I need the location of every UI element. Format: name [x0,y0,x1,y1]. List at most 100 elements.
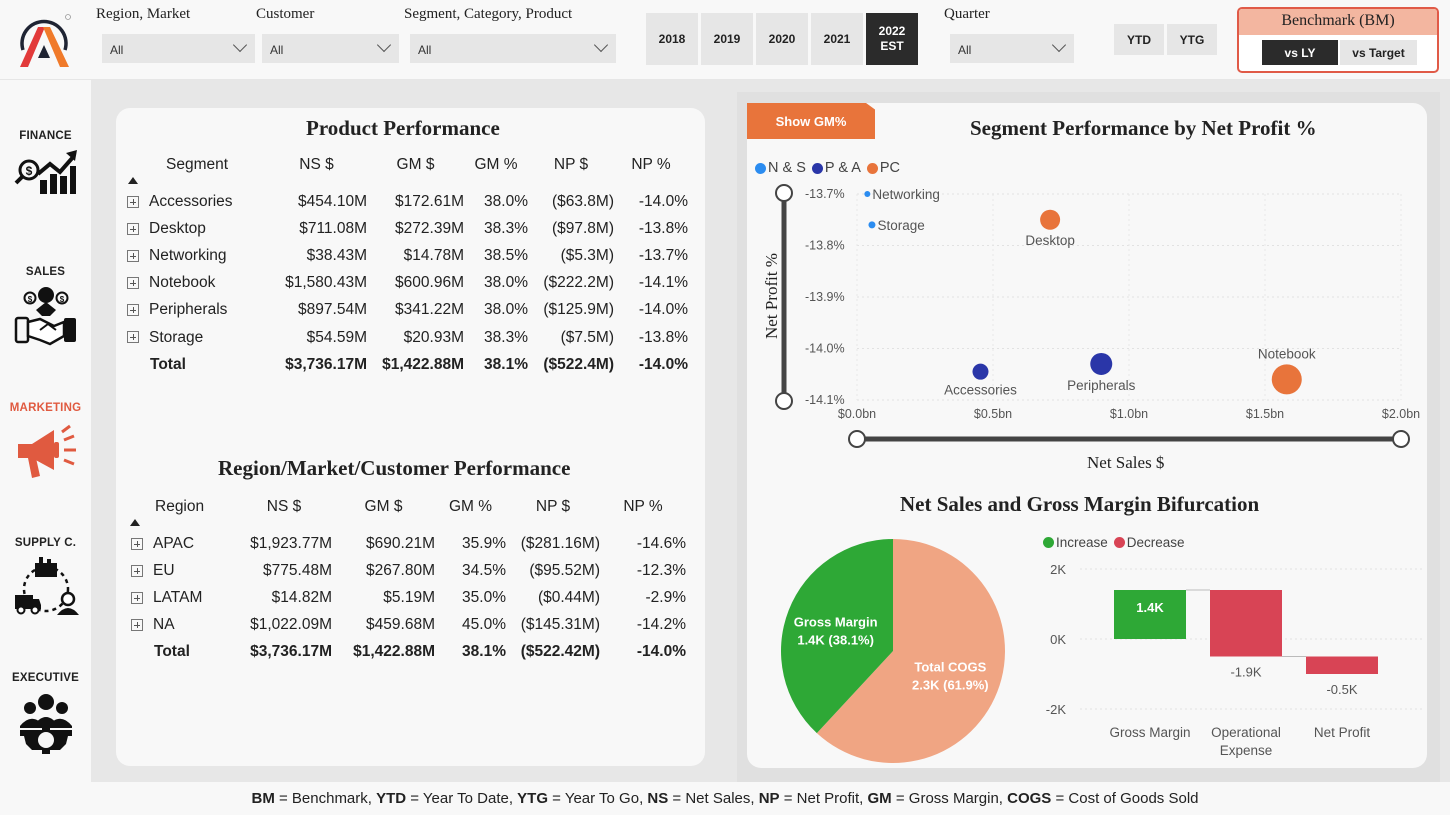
total-row: Total $3,736.17M $1,422.88M 38.1% ($522.42M)… [126,639,686,666]
expand-plus-icon[interactable] [131,564,143,577]
abbreviation-definition: = Benchmark, [274,790,377,807]
pie-slice-total-cogs[interactable] [816,539,1005,763]
table-row[interactable]: APAC $1,923.77M $690.21M 35.9% ($281.16M) -14… [126,530,686,557]
legend-item-pa[interactable]: P & A [811,160,861,176]
table-row[interactable]: Notebook $1,580.43M $600.96M 38.0% ($222.2M)… [122,270,688,297]
quarter-dropdown[interactable]: All [950,34,1074,63]
table-row[interactable]: Storage $54.59M $20.93M 38.3% ($7.5M) -13.8% [122,324,688,351]
expand-plus-icon[interactable] [127,277,139,290]
column-header-region[interactable]: Region [155,498,205,515]
point-label: Accessories [944,383,1017,398]
table-row[interactable]: Accessories $454.10M $172.61M 38.0% ($63.8M)… [122,188,688,215]
segment-name: Networking [149,246,227,264]
total-label: Total [154,643,190,661]
expand-plus-icon[interactable] [127,222,139,235]
scatter-point-desktop[interactable] [1040,209,1061,230]
sidebar-item-executive[interactable]: EXECUTIVE [0,672,91,756]
sidebar-item-finance[interactable]: FINANCE $ [0,130,91,198]
scatter-point-notebook[interactable] [1271,364,1302,395]
legend-dot-icon [811,162,823,174]
column-header-gm-pct[interactable]: GM % [474,156,518,173]
year-2022-est-button[interactable]: 2022 EST [866,13,918,65]
table-row[interactable]: Networking $38.43M $14.78M 38.5% ($5.3M) -13.… [122,242,688,269]
year-2019-button[interactable]: 2019 [701,13,753,65]
expand-plus-icon[interactable] [127,331,139,344]
column-header-gm[interactable]: GM $ [396,156,435,173]
sort-ascending-icon[interactable] [130,519,140,526]
column-header-ns[interactable]: NS $ [266,498,302,515]
ytg-button[interactable]: YTG [1167,24,1217,55]
scatter-point-storage[interactable] [868,221,876,229]
region-market-dropdown[interactable]: All [102,34,255,63]
column-header-np-pct[interactable]: NP % [631,156,671,173]
customer-dropdown[interactable]: All [262,34,399,63]
expand-plus-icon[interactable] [131,591,143,604]
waterfall-bar-net-profit[interactable] [1306,656,1378,675]
y-tick-label: -2K [1046,702,1067,717]
y-range-slider-handle-top[interactable] [775,184,793,202]
abbreviation: YTG [517,790,549,807]
sidebar-item-marketing[interactable]: MARKETING [0,402,91,480]
cell-ns: $1,022.09M [250,616,332,634]
scatter-point-accessories[interactable] [972,363,989,380]
scatter-point-networking[interactable] [864,191,871,197]
x-range-slider-handle-right[interactable] [1392,430,1410,448]
segment-category-product-dropdown[interactable]: All [410,34,616,63]
sort-ascending-icon[interactable] [128,177,138,184]
column-header-np[interactable]: NP $ [535,498,571,515]
column-header-gm[interactable]: GM $ [364,498,403,515]
sidebar-item-supply-chain[interactable]: SUPPLY C. [0,537,91,615]
table-row[interactable]: Desktop $711.08M $272.39M 38.3% ($97.8M) -13.… [122,215,688,242]
column-header-ns[interactable]: NS $ [299,156,334,173]
show-gm-pct-button[interactable]: Show GM% [747,103,875,139]
expand-plus-icon[interactable] [127,195,139,208]
table-header-row: Segment NS $ GM $ GM % NP $ NP % [122,148,688,182]
table-row[interactable]: Peripherals $897.54M $341.22M 38.0% ($125.9M… [122,297,688,324]
region-performance-title: Region/Market/Customer Performance [218,456,571,480]
year-2020-button[interactable]: 2020 [756,13,808,65]
sidebar-item-sales[interactable]: SALES $ $ [0,266,91,348]
abbreviation-definition: = Net Sales, [668,790,759,807]
tables-panel [116,108,705,766]
sidebar-nav: FINANCE $ SALES $ $ MARKETIN [0,80,91,782]
cell-np-pct: -12.3% [636,561,686,579]
x-category-label: Expense [1220,743,1273,758]
pie-slice-label: Total COGS [914,659,986,674]
year-2021-button[interactable]: 2021 [811,13,863,65]
abbreviation-definition: = Year To Go, [548,790,648,807]
vs-target-button[interactable]: vs Target [1340,40,1417,65]
vs-ly-button[interactable]: vs LY [1262,40,1338,65]
total-np-pct: -14.0% [638,355,688,373]
legend-item-pc[interactable]: PC [866,160,900,176]
expand-plus-icon[interactable] [127,304,139,317]
column-header-segment[interactable]: Segment [166,156,229,173]
expand-plus-icon[interactable] [131,537,143,550]
table-row[interactable]: NA $1,022.09M $459.68M 45.0% ($145.31M) -14.2… [126,612,686,639]
expand-plus-icon[interactable] [127,249,139,262]
point-label: Notebook [1258,346,1316,361]
scatter-point-peripherals[interactable] [1090,352,1113,375]
x-range-slider-handle-left[interactable] [848,430,866,448]
waterfall-bar-gross-margin[interactable] [1114,590,1186,639]
legend-item-decrease[interactable]: Decrease [1113,535,1185,550]
ytd-button[interactable]: YTD [1114,24,1164,55]
sidebar-item-label: SUPPLY C. [14,537,77,549]
table-row[interactable]: EU $775.48M $267.80M 34.5% ($95.52M) -12.3% [126,557,686,584]
y-range-slider-handle-bottom[interactable] [775,392,793,410]
pie-slice-label: Gross Margin [794,615,878,630]
year-2018-button[interactable]: 2018 [646,13,698,65]
scatter-chart-title: Segment Performance by Net Profit % [970,116,1317,140]
legend-item-increase[interactable]: Increase [1043,535,1108,550]
table-row[interactable]: LATAM $14.82M $5.19M 35.0% ($0.44M) -2.9% [126,584,686,611]
column-header-gm-pct[interactable]: GM % [448,498,493,515]
total-np-pct: -14.0% [636,643,686,661]
cell-np-pct: -13.8% [638,328,688,346]
waterfall-bar-operational-expense[interactable] [1210,590,1282,657]
row-label-cell: Accessories [122,188,270,215]
pie-slice-gross-margin[interactable] [781,539,893,734]
megaphone-icon [17,424,76,478]
expand-plus-icon[interactable] [131,619,143,632]
column-header-np-pct[interactable]: NP % [623,498,663,515]
column-header-np[interactable]: NP $ [553,156,589,173]
legend-item-ns[interactable]: N & S [755,160,806,176]
